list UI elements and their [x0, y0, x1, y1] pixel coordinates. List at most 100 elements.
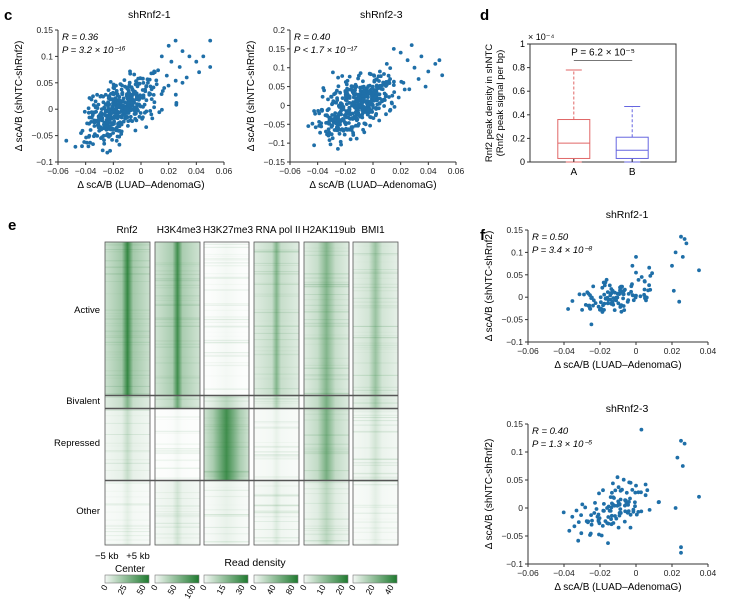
data-point [146, 80, 150, 85]
heatmap-noise [204, 284, 249, 285]
data-point [111, 131, 115, 135]
data-point [347, 121, 351, 125]
data-point [370, 109, 374, 114]
data-point [633, 490, 638, 495]
heatmap-noise [204, 400, 249, 402]
data-point [633, 500, 637, 505]
heatmap-noise [155, 317, 200, 318]
heatmap-noise [204, 256, 249, 257]
heatmap-noise [353, 342, 398, 344]
heatmap-noise [254, 495, 299, 497]
data-point [609, 517, 613, 521]
heatmap-noise [155, 508, 200, 509]
heatmap-noise [304, 452, 349, 454]
heatmap-noise [304, 286, 349, 288]
data-point [132, 72, 137, 77]
data-point [106, 109, 111, 114]
data-point [636, 510, 641, 514]
data-point [643, 493, 648, 498]
data-point [112, 119, 117, 124]
heatmap-noise [105, 434, 150, 435]
data-point [102, 141, 107, 146]
data-point [580, 308, 584, 312]
data-point [589, 513, 593, 517]
scatter-chart-f1: −0.06 −0.04 −0.02 0 0.02 0.04 −0.1 −0.05 0 0.05 0.… [484, 209, 717, 371]
data-point [602, 502, 606, 506]
data-point [628, 496, 632, 501]
heatmap-noise [254, 271, 299, 273]
heatmap-noise [254, 388, 299, 390]
heatmap-noise [155, 274, 200, 276]
heatmap-noise [304, 450, 349, 452]
heatmap-noise [155, 262, 200, 264]
data-point [392, 105, 397, 109]
heatmap-noise [105, 293, 150, 294]
chart-title: shRnf2-3 [360, 9, 403, 21]
heatmap-noise [304, 284, 349, 286]
heatmap-noise [105, 315, 150, 317]
data-point [591, 298, 596, 303]
heatmap-noise [155, 406, 200, 407]
heatmap-noise [254, 398, 299, 400]
data-point [391, 83, 396, 87]
data-point [372, 89, 377, 94]
data-point [64, 138, 69, 143]
data-point [334, 100, 338, 105]
data-point [152, 100, 157, 105]
data-point [169, 59, 174, 64]
heatmap-noise [304, 322, 349, 324]
heatmap-block [254, 242, 299, 395]
heatmap-block [204, 481, 249, 545]
data-point [95, 134, 100, 138]
data-point [634, 255, 638, 259]
heatmap-noise [105, 281, 150, 282]
data-point [611, 481, 615, 486]
x-tick-label: −0.04 [553, 568, 575, 578]
data-point [647, 283, 651, 288]
x-tick-label: 0.02 [664, 568, 681, 578]
data-point [621, 477, 626, 482]
data-point [173, 92, 178, 97]
data-point [437, 58, 442, 63]
data-point [338, 122, 342, 127]
heatmap-noise [155, 526, 200, 527]
heatmap-noise [304, 388, 349, 390]
heatmap-frame [154, 241, 201, 546]
data-point [697, 494, 701, 499]
heatmap-noise [254, 513, 299, 514]
data-point [371, 84, 375, 89]
heatmap-noise [204, 321, 249, 323]
x-tick-label: 0.02 [160, 166, 177, 176]
stat-p: P = 1.3 × 10⁻⁵ [532, 439, 592, 450]
heatmap-noise [353, 254, 398, 256]
heatmap-noise [254, 442, 299, 443]
heatmap-noise [254, 325, 299, 327]
y-tick-label: −0.15 [263, 157, 285, 167]
data-point [631, 509, 636, 514]
heatmap-noise [353, 531, 398, 533]
heatmap-noise [353, 402, 398, 404]
heatmap-noise [204, 489, 249, 491]
colorbar-tick-label: 30 [233, 583, 247, 596]
heatmap-noise [204, 354, 249, 355]
data-point [387, 95, 391, 99]
data-point [579, 513, 583, 517]
heatmap-noise [204, 316, 249, 318]
y-tick-label: 0.1 [41, 51, 53, 61]
heatmap-noise [254, 458, 299, 460]
data-point [402, 87, 407, 92]
data-point [337, 131, 342, 136]
data-point [356, 122, 361, 126]
data-point [141, 115, 145, 120]
y-tick-label: 0.8 [512, 63, 525, 73]
heatmap-noise [254, 458, 299, 459]
data-point [133, 116, 138, 121]
heatmap-noise [204, 470, 249, 472]
y-tick-label: 0 [518, 292, 523, 302]
data-point [134, 79, 138, 83]
heatmap-noise [353, 325, 398, 327]
heatmap-noise [304, 311, 349, 313]
data-point [127, 83, 132, 88]
heatmap-noise [353, 420, 398, 422]
heatmap-noise [155, 477, 200, 479]
